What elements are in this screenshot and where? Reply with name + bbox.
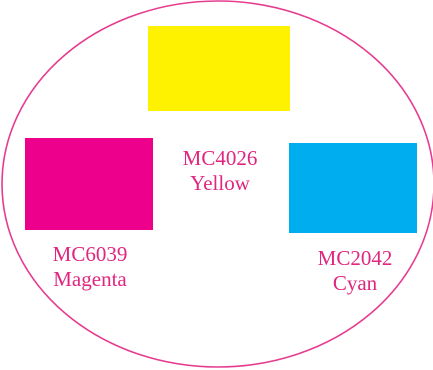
label-yellow: MC4026 Yellow [160, 146, 280, 196]
label-cyan: MC2042 Cyan [295, 246, 415, 296]
color-name: Magenta [53, 267, 127, 291]
swatch-magenta [25, 138, 153, 230]
color-name: Yellow [190, 171, 250, 195]
color-code: MC2042 [317, 246, 393, 270]
swatch-cyan [289, 143, 417, 233]
color-name: Cyan [332, 271, 378, 295]
swatch-yellow [148, 26, 290, 111]
color-code: MC6039 [52, 242, 128, 266]
color-code: MC4026 [182, 146, 258, 170]
label-magenta: MC6039 Magenta [30, 242, 150, 292]
